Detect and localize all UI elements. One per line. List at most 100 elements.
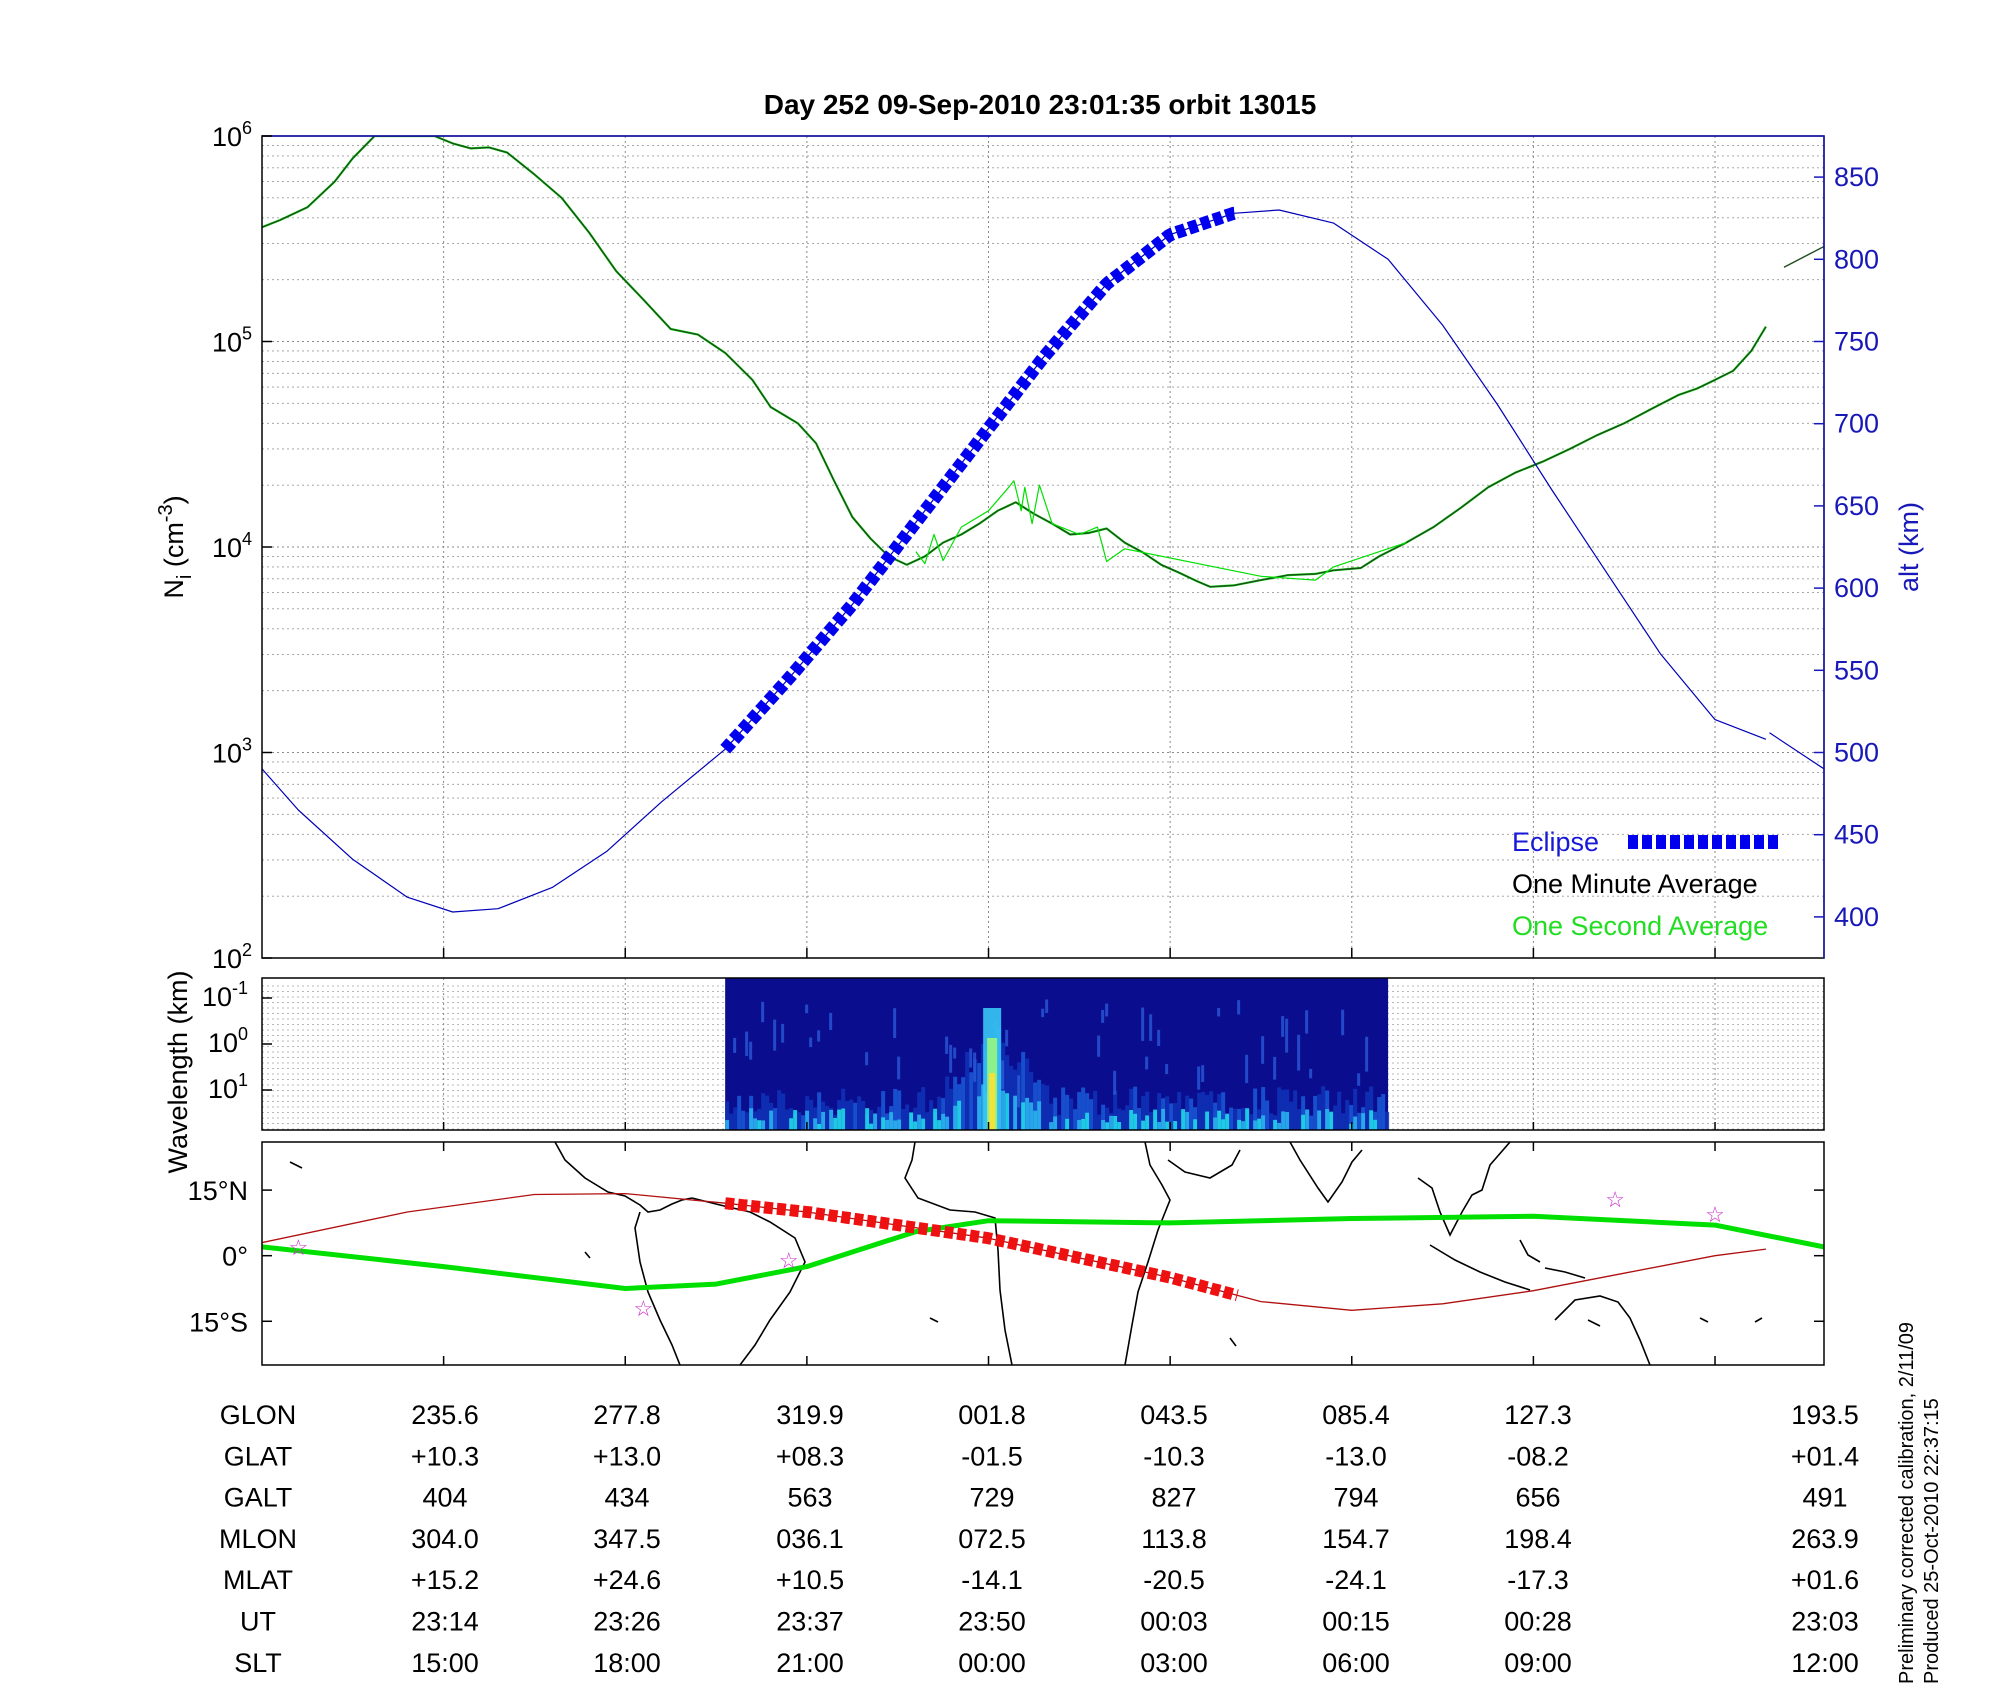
- spectrogram-column: [1041, 1084, 1046, 1130]
- spectrogram-column-bright: [1193, 1119, 1198, 1130]
- spectrogram-streak: [733, 1037, 737, 1053]
- spectrogram-column-bright: [1369, 1110, 1374, 1130]
- spectrogram-column-bright: [1105, 1122, 1110, 1130]
- y2-tick-label: 600: [1834, 573, 1879, 603]
- spectrogram-column: [1133, 1086, 1138, 1130]
- altitude-wrap-line: [1769, 732, 1824, 770]
- spectrogram-column: [1209, 1091, 1214, 1130]
- spectrogram-column: [1005, 1055, 1010, 1130]
- spectrogram-column: [1297, 1109, 1302, 1130]
- table-cell: 347.5: [593, 1524, 661, 1554]
- spectrogram-column: [1349, 1105, 1354, 1130]
- spectrogram-column: [869, 1109, 874, 1130]
- table-row-label: GALT: [224, 1483, 293, 1513]
- spectrogram-column-bright: [1301, 1114, 1306, 1130]
- spectrogram-streak: [1017, 1075, 1021, 1108]
- y2-tick-label: 850: [1834, 162, 1879, 192]
- spectrogram-streak: [1101, 1009, 1105, 1023]
- table-row-label: UT: [240, 1607, 276, 1637]
- spectrogram-column: [1101, 1104, 1106, 1130]
- spectrogram-column-bright: [1361, 1113, 1366, 1130]
- y-tick-label: 104: [212, 529, 252, 563]
- spectrogram-column: [797, 1112, 802, 1130]
- ground-track-line: [262, 1213, 1824, 1291]
- table-cell: 21:00: [776, 1648, 844, 1678]
- spectrogram-column: [881, 1091, 886, 1130]
- spectrogram-streak: [1157, 1029, 1161, 1046]
- spectrogram-column-bright: [1281, 1111, 1286, 1130]
- table-cell: +15.2: [411, 1565, 479, 1595]
- map-y-tick-label: 15°N: [188, 1176, 248, 1206]
- spectrogram-column: [1077, 1092, 1082, 1130]
- spectrogram-column-bright: [1065, 1118, 1070, 1130]
- spectrogram-column-bright: [817, 1123, 822, 1130]
- spectrogram-column-bright: [873, 1113, 878, 1130]
- spectrogram-streak: [1309, 1068, 1313, 1079]
- spectrogram-column: [809, 1099, 814, 1130]
- spectrogram-column: [801, 1115, 806, 1130]
- y-tick-label: 102: [212, 940, 252, 974]
- map-panel: ☆ ☆ ☆ ☆ ☆ 15°N 0° 15°S: [188, 1141, 1825, 1366]
- y2-axis-label: alt (km): [1894, 502, 1924, 592]
- spectrogram-streak: [809, 1037, 813, 1048]
- spectrogram-column-bright: [953, 1105, 958, 1130]
- spectrogram-column: [1193, 1107, 1198, 1130]
- table-cell: 085.4: [1322, 1400, 1390, 1430]
- y2-tick-label: 450: [1834, 820, 1879, 850]
- spectrogram-column-bright: [1273, 1119, 1278, 1130]
- eclipse-segment: [720, 206, 1241, 754]
- spectrogram-column: [741, 1110, 746, 1130]
- spectrogram-column-bright: [1153, 1109, 1158, 1130]
- spectrogram-column-bright: [793, 1110, 798, 1130]
- spectrogram-column-bright: [1257, 1118, 1262, 1130]
- table-cell: -14.1: [961, 1565, 1023, 1595]
- y2-tick-label: 750: [1834, 327, 1879, 357]
- y2-tick-label: 650: [1834, 491, 1879, 521]
- spectrogram-column-bright: [1161, 1108, 1166, 1130]
- map-y-tick-label: 0°: [222, 1242, 248, 1272]
- spectrogram-column-bright: [833, 1117, 838, 1130]
- spectrogram-ticks: 10-1 100 101: [202, 978, 1716, 1130]
- spectrogram-column-bright: [821, 1111, 826, 1130]
- spectrogram-column: [853, 1102, 858, 1130]
- magnetic-equator-line: [262, 1192, 1766, 1311]
- spectrogram-column-bright: [1253, 1120, 1258, 1130]
- altitude-line: [262, 209, 1767, 913]
- spectrogram-column-bright: [1141, 1120, 1146, 1130]
- map-series: ☆ ☆ ☆ ☆ ☆: [262, 1187, 1824, 1321]
- y2-tick-label: 800: [1834, 244, 1879, 274]
- top-ticks: 102 103 104 105 106 400 450 500 550 600 650 700 750 8…: [212, 118, 1879, 974]
- spectrogram-streak: [1273, 1056, 1277, 1080]
- spectrogram-column: [817, 1092, 822, 1130]
- table-cell: 154.7: [1322, 1524, 1390, 1554]
- spectrogram-column-bright: [1225, 1114, 1230, 1130]
- spectrogram-column: [917, 1092, 922, 1130]
- spectrogram-column: [1045, 1085, 1050, 1130]
- table-cell: 277.8: [593, 1400, 661, 1430]
- spectrogram-column: [1357, 1112, 1362, 1130]
- spectrogram-column: [1053, 1097, 1058, 1130]
- spectrogram-column: [729, 1113, 734, 1130]
- spectrogram-streak: [1141, 1007, 1145, 1041]
- eclipse-track-segment: [722, 1197, 1240, 1302]
- spectrogram-hotspot-core: [989, 1073, 996, 1130]
- spectrogram-column-bright: [761, 1120, 766, 1130]
- table-cell: 563: [787, 1483, 832, 1513]
- spectrogram-column: [921, 1087, 926, 1130]
- y2-tick-label: 700: [1834, 409, 1879, 439]
- map-y-tick-label: 15°S: [189, 1307, 248, 1337]
- spectrogram-column: [1309, 1115, 1314, 1130]
- top-grid: [262, 136, 1824, 958]
- spectrogram-column: [1105, 1107, 1110, 1130]
- spectrogram-column-bright: [889, 1112, 894, 1130]
- spectrogram-column: [1281, 1089, 1286, 1130]
- star-marker: ☆: [1705, 1202, 1725, 1227]
- spectrogram-column: [1381, 1094, 1386, 1130]
- spectrogram-column-bright: [945, 1116, 950, 1130]
- coastline-africa-east: [1124, 1142, 1171, 1365]
- chart-title: Day 252 09-Sep-2010 23:01:35 orbit 13015: [764, 89, 1317, 120]
- table-cell: -20.5: [1143, 1565, 1205, 1595]
- map-frame: [261, 1141, 1825, 1366]
- spectrogram-column: [861, 1100, 866, 1130]
- spectrogram-column: [1061, 1087, 1066, 1130]
